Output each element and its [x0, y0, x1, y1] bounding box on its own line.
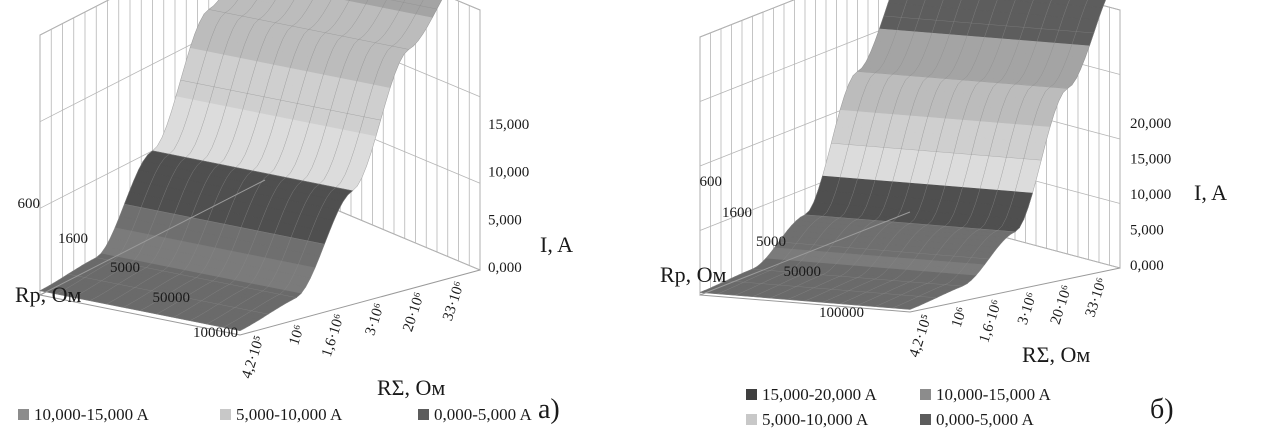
surface-gridline [390, 0, 437, 10]
panel-label: a) [538, 394, 560, 425]
surface-gridline [208, 9, 409, 50]
z-axis-title: I, A [540, 232, 573, 257]
z-tick-label: 10,000 [1130, 187, 1171, 203]
rs-axis-title: RΣ, Ом [377, 375, 445, 400]
rp-tick-label: 5000 [110, 260, 140, 276]
rs-tick-label: 10⁶ [949, 305, 970, 329]
rp-tick-label: 50000 [153, 290, 191, 306]
surface-gridline [831, 142, 1042, 161]
rp-tick-label: 100000 [193, 325, 238, 341]
legend-label: 10,000-15,000 A [936, 385, 1051, 404]
surface-gridline [726, 280, 937, 299]
rs-tick-label: 33·10⁶ [1083, 276, 1111, 319]
rs-tick-label: 4,2·10⁵ [906, 313, 935, 360]
legend-swatch [920, 389, 931, 400]
rs-tick-label: 20·10⁶ [400, 291, 428, 334]
surface-gridline [857, 71, 1068, 89]
z-tick-label: 5,000 [1130, 223, 1164, 239]
surface-gridline [752, 268, 963, 287]
legend-swatch [220, 409, 231, 420]
surface-gridline [180, 79, 381, 121]
rs-tick-label: 1,6·10⁶ [976, 298, 1005, 345]
legend-label: 0,000-5,000 A [434, 405, 532, 424]
z-tick-label: 5,000 [488, 212, 522, 228]
rs-tick-label: 3·10⁶ [362, 301, 387, 337]
rs-tick-label: 20·10⁶ [1048, 283, 1076, 326]
legend-swatch [920, 414, 931, 425]
floor-edge [699, 211, 1121, 313]
z-gridline [699, 0, 1121, 38]
rp-tick-label: 600 [700, 174, 723, 190]
z-tick-label: 20,000 [1130, 116, 1171, 132]
rp-tick-label: 1600 [58, 231, 88, 247]
surface-gridline [96, 257, 297, 298]
legend-label: 5,000-10,000 A [762, 410, 869, 429]
surface-gridline [152, 150, 353, 192]
surface-gridline [39, 0, 219, 291]
rp-tick-label: 5000 [756, 234, 786, 250]
rs-tick-label: 33·10⁶ [440, 280, 468, 323]
z-tick-label: 0,000 [488, 260, 522, 276]
legend-swatch [746, 389, 757, 400]
rp-tick-label: 50000 [784, 264, 822, 280]
rp-tick-label: 100000 [819, 305, 864, 321]
rs-tick-label: 4,2·10⁵ [239, 334, 268, 381]
floor-edge [38, 179, 481, 336]
surface-gridline [778, 241, 989, 260]
z-tick-label: 0,000 [1130, 258, 1164, 274]
legend-label: 0,000-5,000 A [936, 410, 1034, 429]
legend-label: 10,000-15,000 A [34, 405, 149, 424]
rs-axis-title: RΣ, Ом [1022, 342, 1090, 367]
z-tick-label: 10,000 [488, 165, 529, 181]
rp-tick-label: 1600 [722, 205, 752, 221]
panel-label: б) [1150, 394, 1174, 425]
legend-swatch [18, 409, 29, 420]
rs-tick-label: 10⁶ [286, 323, 307, 347]
surface-gridline [883, 15, 1094, 34]
z-tick-label: 15,000 [1130, 152, 1171, 168]
rp-tick-label: 600 [18, 196, 41, 212]
rp-axis-title: Rp, Ом [660, 262, 727, 287]
rs-tick-label: 3·10⁶ [1015, 291, 1040, 327]
surface-gridline [804, 214, 1016, 233]
surface-gridline [68, 273, 269, 315]
surface-gridline [699, 292, 911, 310]
surface-gridline [39, 290, 241, 331]
legend-label: 5,000-10,000 A [236, 405, 343, 424]
rp-axis-title: Rp, Ом [15, 282, 82, 307]
surface-gridline [124, 203, 325, 245]
z-tick-label: 15,000 [488, 117, 529, 133]
legend-swatch [746, 414, 757, 425]
rs-tick-label: 1,6·10⁶ [319, 312, 348, 359]
legend-label: 15,000-20,000 A [762, 385, 877, 404]
legend-swatch [418, 409, 429, 420]
z-axis-title: I, A [1194, 180, 1227, 205]
